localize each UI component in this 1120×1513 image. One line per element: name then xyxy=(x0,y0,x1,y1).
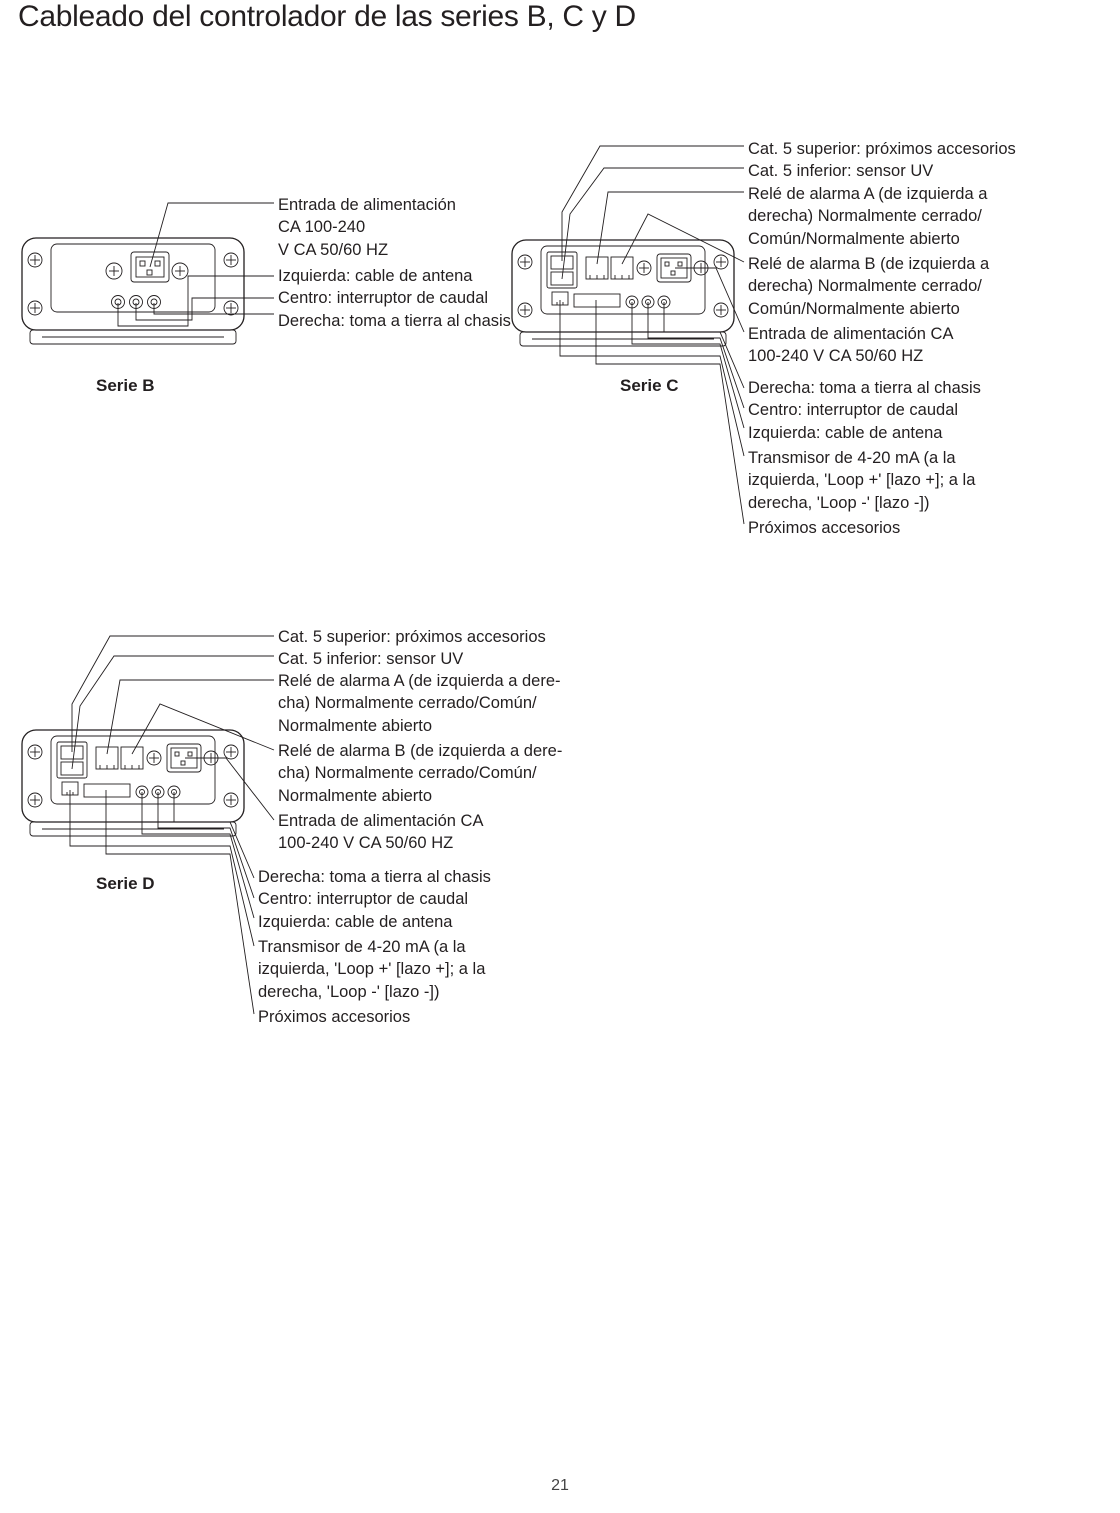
page-number: 21 xyxy=(551,1477,569,1495)
serie-d-leaders xyxy=(0,0,580,1060)
